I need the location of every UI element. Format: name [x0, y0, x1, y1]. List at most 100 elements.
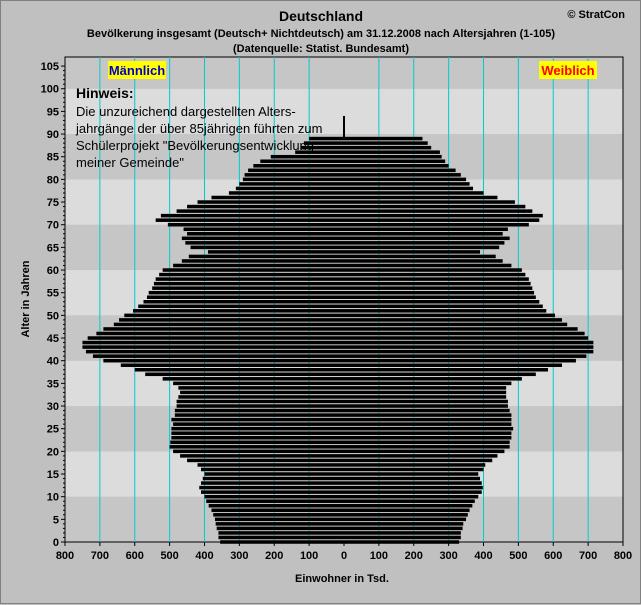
male-bar	[174, 408, 344, 413]
male-bar	[218, 531, 344, 535]
y-tick-label: 50	[47, 310, 59, 322]
female-bar	[344, 241, 505, 245]
male-bar	[183, 227, 344, 232]
male-bar	[202, 476, 344, 481]
female-bar	[344, 304, 543, 309]
male-bar	[173, 381, 344, 386]
male-bar	[120, 363, 344, 367]
male-bar	[180, 454, 344, 458]
note-line-2: jahrgänge der über 85jährigen führten zu…	[75, 121, 322, 136]
female-bar	[344, 349, 594, 354]
y-tick-label: 10	[47, 492, 59, 504]
female-bar	[344, 168, 456, 173]
female-bar	[344, 318, 562, 322]
male-bar	[169, 445, 344, 449]
female-bar	[344, 390, 507, 395]
y-tick-label: 15	[47, 469, 59, 481]
female-bar	[344, 372, 536, 377]
male-bar	[187, 232, 344, 236]
male-bar	[174, 413, 344, 417]
male-bar	[92, 354, 345, 358]
male-bar	[162, 268, 344, 272]
male-bar	[215, 522, 344, 526]
male-bar	[197, 200, 344, 204]
male-bar	[206, 499, 344, 503]
female-bar	[344, 522, 464, 526]
female-bar	[344, 232, 503, 236]
male-bar	[303, 141, 344, 145]
y-tick-label: 90	[47, 129, 59, 141]
male-bar	[178, 395, 344, 399]
female-bar	[344, 327, 578, 331]
male-bar	[159, 272, 344, 277]
male-bar	[146, 295, 344, 299]
male-bar	[134, 367, 344, 372]
male-bar	[96, 331, 344, 336]
female-bar	[344, 200, 515, 204]
female-bar	[344, 295, 536, 299]
male-bar	[103, 327, 344, 331]
male-bar	[133, 309, 344, 313]
y-tick-label: 45	[47, 333, 59, 345]
y-axis-label: Alter in Jahren	[20, 260, 32, 337]
female-bar	[344, 417, 512, 422]
y-tick-labels: 0 5 10 15 20 25 30 35 40 45 50 55 60 65 70 75 80 85 90 95 10…	[41, 61, 65, 549]
male-bar	[82, 345, 344, 349]
y-tick-label: 105	[41, 61, 59, 73]
male-bar	[228, 191, 344, 195]
female-bar	[344, 526, 463, 531]
y-tick-label: 40	[47, 356, 59, 368]
legend-male: Männlich	[108, 61, 166, 79]
female-bar	[344, 490, 482, 494]
male-bar	[188, 254, 344, 259]
male-bar	[155, 277, 344, 281]
legend-male-label: Männlich	[109, 63, 165, 78]
female-bar	[344, 141, 428, 145]
male-bar	[204, 494, 344, 499]
female-bar	[344, 354, 587, 358]
female-bar	[344, 377, 522, 381]
female-bar	[344, 531, 461, 535]
male-bar	[119, 318, 345, 322]
female-bar	[344, 467, 484, 472]
female-bar	[344, 422, 512, 426]
male-bar	[270, 154, 344, 159]
x-tick-label: 700	[91, 550, 109, 562]
male-bar	[103, 358, 344, 363]
male-bar	[171, 417, 344, 422]
female-bar	[344, 195, 498, 200]
female-bar	[344, 173, 461, 177]
female-bar	[344, 345, 594, 349]
male-bar	[178, 386, 344, 390]
female-bar	[344, 499, 475, 503]
y-tick-label: 20	[47, 446, 59, 458]
male-bar	[309, 136, 344, 141]
male-bar	[176, 209, 344, 213]
male-bar	[181, 236, 344, 241]
y-tick-label: 5	[53, 514, 59, 526]
male-bar	[214, 517, 344, 522]
y-tick-label: 75	[47, 197, 59, 209]
female-bar	[344, 381, 512, 386]
female-bar	[344, 494, 479, 499]
female-bar	[344, 503, 473, 508]
female-bar	[344, 213, 543, 218]
y-tick-label: 70	[47, 220, 59, 232]
female-bar	[344, 367, 549, 372]
x-tick-label: 0	[341, 550, 347, 562]
note-line-1: Die unzureichend dargestellten Alters-	[76, 104, 296, 119]
female-bar	[344, 445, 510, 449]
male-bar	[201, 467, 344, 472]
chart-subtitle: Bevölkerung insgesamt (Deutsch+ Nichtdeu…	[87, 28, 556, 40]
female-bar	[344, 481, 482, 485]
female-bar	[344, 449, 505, 454]
x-tick-label: 800	[614, 550, 632, 562]
female-bar	[344, 222, 529, 227]
female-bar	[344, 254, 496, 259]
male-bar	[170, 440, 344, 445]
female-bar	[344, 408, 510, 413]
x-axis-label: Einwohner in Tsd.	[295, 573, 389, 585]
male-bar	[113, 322, 344, 327]
male-bar	[190, 245, 344, 250]
x-tick-label: 700	[579, 550, 597, 562]
